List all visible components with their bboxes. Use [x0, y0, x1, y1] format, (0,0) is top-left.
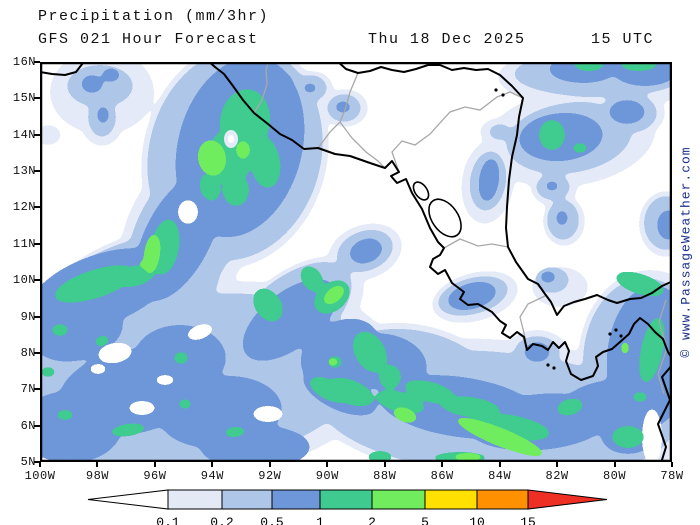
lon-tick-label: 96W — [143, 469, 167, 483]
legend-segment — [319, 489, 373, 510]
precip-level-5 — [139, 140, 629, 461]
legend-value-label: 2 — [368, 515, 376, 525]
lon-tick-mark — [383, 462, 386, 467]
precip-inner-minimum — [224, 130, 238, 148]
forecast-date: Thu 18 Dec 2025 — [368, 31, 526, 48]
lat-tick-mark — [34, 242, 40, 245]
lakes — [412, 181, 462, 238]
legend-segment — [271, 489, 321, 510]
lon-tick-mark — [153, 462, 156, 467]
lat-tick-mark — [34, 133, 40, 136]
legend-colorbar: 0.1 0.2 0.5 1 2 5 10 15 — [87, 489, 608, 525]
lat-tick-label: 6N — [20, 418, 36, 433]
lat-tick-mark — [34, 424, 40, 427]
legend-segment — [424, 489, 478, 510]
lon-tick-mark — [211, 462, 214, 467]
lon-tick-mark — [268, 462, 271, 467]
model-run-label: GFS 021 Hour Forecast — [38, 31, 259, 48]
legend-arrow-right — [527, 489, 608, 510]
lon-tick-label: 84W — [488, 469, 512, 483]
map-canvas — [40, 62, 672, 462]
legend-value-label: 5 — [421, 515, 429, 525]
lat-tick-label: 9N — [20, 309, 36, 324]
page-title: Precipitation (mm/3hr) — [38, 8, 270, 25]
lon-tick-label: 94W — [200, 469, 224, 483]
lon-tick-mark — [498, 462, 501, 467]
lat-tick-label: 7N — [20, 382, 36, 397]
lon-tick-label: 86W — [430, 469, 454, 483]
lat-tick-label: 10N — [12, 273, 36, 288]
coastline — [40, 62, 672, 462]
lat-tick-label: 15N — [12, 91, 36, 106]
lat-tick-mark — [34, 170, 40, 173]
lat-tick-mark — [34, 351, 40, 354]
lon-tick-label: 78W — [660, 469, 684, 483]
lon-tick-label: 88W — [373, 469, 397, 483]
forecast-time: 15 UTC — [591, 31, 655, 48]
lat-tick-mark — [34, 206, 40, 209]
lat-tick-mark — [34, 388, 40, 391]
legend-segment — [476, 489, 529, 510]
lon-tick-mark — [670, 462, 673, 467]
legend-segment — [167, 489, 223, 510]
precipitation-map — [40, 62, 672, 462]
lat-tick-label: 13N — [12, 164, 36, 179]
lat-tick-label: 8N — [20, 345, 36, 360]
lat-tick-label: 14N — [12, 127, 36, 142]
lon-tick-label: 90W — [315, 469, 339, 483]
legend-value-label: 0.5 — [260, 515, 283, 525]
legend-value-label: 0.1 — [156, 515, 180, 525]
legend-arrow-left — [87, 489, 169, 510]
watermark: © www.PassageWeather.com — [678, 146, 694, 358]
legend-segment — [371, 489, 426, 510]
lon-tick-mark — [441, 462, 444, 467]
lat-tick-mark — [34, 279, 40, 282]
island-dots — [494, 88, 623, 370]
lat-tick-label: 5N — [20, 454, 36, 469]
lat-tick-label: 11N — [12, 236, 36, 251]
lat-tick-mark — [34, 315, 40, 318]
lat-tick-label: 12N — [12, 200, 36, 215]
lon-tick-label: 98W — [85, 469, 110, 483]
lon-tick-mark — [326, 462, 329, 467]
lon-tick-label: 100W — [24, 469, 56, 483]
lon-tick-mark — [96, 462, 99, 467]
lon-tick-label: 80W — [602, 469, 627, 483]
legend-segment — [221, 489, 273, 510]
lon-tick-mark — [39, 462, 41, 467]
lon-tick-mark — [613, 462, 616, 467]
legend-value-label: 15 — [520, 515, 536, 525]
lat-tick-mark — [34, 97, 40, 100]
map-frame — [40, 62, 672, 462]
legend-value-label: 0.2 — [210, 515, 233, 525]
legend-value-label: 1 — [316, 515, 324, 525]
lat-tick-mark — [34, 460, 40, 463]
lon-tick-label: 92W — [258, 469, 282, 483]
lon-tick-mark — [556, 462, 559, 467]
lat-tick-mark — [34, 61, 40, 63]
legend-value-label: 10 — [469, 515, 485, 525]
lat-tick-label: 16N — [12, 55, 36, 69]
lon-tick-label: 82W — [545, 469, 569, 483]
